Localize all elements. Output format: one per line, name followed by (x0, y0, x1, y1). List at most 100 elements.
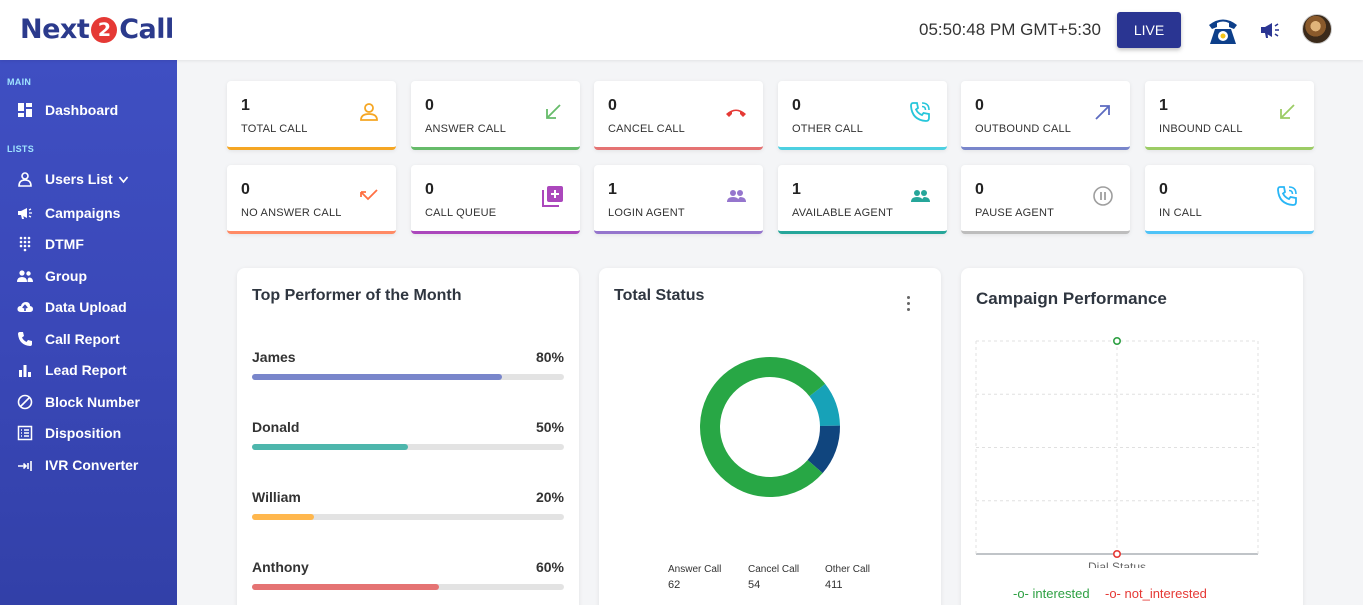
line-chart: Dial Status (975, 337, 1259, 568)
sidebar-item-label: Block Number (45, 394, 140, 410)
legend-label: not_interested (1124, 586, 1207, 601)
sidebar-item-data-upload[interactable]: Data Upload (17, 297, 127, 317)
stat-card-answer-call[interactable]: 0 ANSWER CALL (411, 81, 580, 150)
list-icon (17, 425, 33, 441)
stat-value: 0 (425, 181, 434, 198)
arrow-down-left-icon (1280, 104, 1295, 119)
user-icon (18, 172, 32, 187)
phone-icon (18, 332, 32, 346)
progress-fill (252, 584, 440, 590)
megaphone-icon (18, 208, 32, 219)
stat-value: 1 (608, 181, 617, 198)
progress-track (252, 514, 564, 520)
sidebar-item-dashboard[interactable]: Dashboard (17, 100, 118, 120)
stat-card-pause-agent[interactable]: 0 PAUSE AGENT (961, 165, 1130, 234)
telephone-icon[interactable] (1206, 14, 1240, 46)
legend-value: 62 (668, 579, 681, 591)
sidebar-item-label: Data Upload (45, 299, 127, 315)
performer-name: Donald (252, 419, 300, 435)
sidebar-item-label: Disposition (45, 425, 122, 441)
sidebar-item-ivr-converter[interactable]: IVR Converter (17, 455, 138, 475)
sidebar-item-group[interactable]: Group (17, 266, 87, 286)
app-logo[interactable]: Next 2 Call (20, 14, 174, 45)
user-avatar[interactable] (1302, 14, 1332, 44)
stat-value: 1 (241, 97, 250, 114)
stat-card-outbound-call[interactable]: 0 OUTBOUND CALL (961, 81, 1130, 150)
section-label-main: MAIN (7, 77, 32, 87)
donut-slice-other-call[interactable] (700, 357, 826, 497)
sidebar-item-lead-report[interactable]: Lead Report (17, 360, 127, 380)
logo-text-two: 2 (91, 16, 118, 43)
stat-card-call-queue[interactable]: 0 CALL QUEUE (411, 165, 580, 234)
performer-percent: 60% (535, 559, 564, 575)
sidebar-item-label: Call Report (45, 331, 120, 347)
stat-card-total-call[interactable]: 1 TOTAL CALL (227, 81, 396, 150)
x-axis-label: Dial Status (1088, 560, 1146, 568)
sidebar-item-block-number[interactable]: Block Number (17, 392, 140, 412)
legend-interested[interactable]: -o- interested (1013, 586, 1090, 601)
sidebar-item-disposition[interactable]: Disposition (17, 423, 121, 443)
stat-card-available-agent[interactable]: 1 AVAILABLE AGENT (778, 165, 947, 234)
section-label-lists: LISTS (7, 144, 35, 154)
performer-name: Anthony (252, 559, 309, 575)
legend-label: Cancel Call (748, 564, 800, 575)
bar-chart-icon (19, 365, 31, 377)
dashboard-icon (18, 103, 32, 117)
legend-value: 411 (825, 579, 843, 591)
campaign-performance-panel: Campaign Performance Dial Status -o- int… (961, 268, 1303, 605)
dialpad-icon (19, 236, 31, 252)
stat-value: 0 (425, 97, 434, 114)
legend-cancel-call: Cancel Call 54 (748, 564, 799, 591)
total-status-panel: Total Status Answer Call 62 Cancel Call … (599, 268, 941, 605)
stat-card-cancel-call[interactable]: 0 CANCEL CALL (594, 81, 763, 150)
stat-label: NO ANSWER CALL (241, 207, 342, 219)
stat-card-other-call[interactable]: 0 OTHER CALL (778, 81, 947, 150)
top-performer-panel: Top Performer of the Month James 80% Don… (237, 268, 579, 605)
live-button[interactable]: LIVE (1117, 12, 1181, 48)
sidebar-item-label: Campaigns (45, 205, 121, 221)
data-point-not-interested[interactable] (1113, 549, 1122, 558)
clock: 05:50:48 PM GMT+5:30 (919, 20, 1101, 39)
sidebar-item-dtmf[interactable]: DTMF (17, 234, 84, 254)
data-point-interested[interactable] (1113, 337, 1122, 346)
top-header: Next 2 Call 05:50:48 PM GMT+5:30 LIVE (0, 0, 1363, 60)
sidebar-item-users-list[interactable]: Users List (17, 169, 130, 189)
progress-fill (252, 514, 315, 520)
legend-label: Answer Call (668, 564, 722, 575)
performer-name: William (252, 489, 301, 505)
performer-percent: 20% (535, 489, 564, 505)
stat-label: IN CALL (1159, 207, 1202, 219)
progress-track (252, 444, 564, 450)
block-icon (17, 394, 33, 410)
donut-slice-answer-call[interactable] (807, 425, 840, 474)
sidebar-item-label: Group (45, 268, 87, 284)
stat-card-login-agent[interactable]: 1 LOGIN AGENT (594, 165, 763, 234)
stat-card-no-answer-call[interactable]: 0 NO ANSWER CALL (227, 165, 396, 234)
announcement-icon[interactable] (1259, 20, 1281, 40)
chevron-down-icon (118, 176, 128, 183)
stat-label: OTHER CALL (792, 123, 864, 135)
legend-answer-call: Answer Call 62 (668, 564, 721, 591)
stat-label: AVAILABLE AGENT (792, 207, 894, 219)
sidebar-item-call-report[interactable]: Call Report (17, 329, 120, 349)
sidebar: MAIN Dashboard LISTS Users List Campaign… (0, 60, 177, 605)
stat-card-inbound-call[interactable]: 1 INBOUND CALL (1145, 81, 1314, 150)
stat-value: 0 (241, 181, 250, 198)
missed-call-icon (360, 189, 378, 201)
stat-card-in-call[interactable]: 0 IN CALL (1145, 165, 1314, 234)
stat-label: PAUSE AGENT (975, 207, 1055, 219)
queue-add-icon (542, 186, 563, 207)
people-icon (727, 190, 746, 202)
progress-fill (252, 374, 502, 380)
stat-label: INBOUND CALL (1159, 123, 1243, 135)
panel-title: Campaign Performance (976, 289, 1167, 308)
sidebar-item-campaigns[interactable]: Campaigns (17, 203, 120, 223)
progress-track (252, 584, 564, 590)
stat-value: 0 (975, 181, 984, 198)
phone-ring-icon (910, 102, 930, 122)
legend-not-interested[interactable]: -o- not_interested (1105, 586, 1207, 601)
donut-slice-cancel-call[interactable] (809, 383, 840, 427)
legend-marker-icon: -o- (1013, 586, 1029, 601)
progress-track (252, 374, 564, 380)
more-options-icon[interactable] (907, 296, 911, 314)
